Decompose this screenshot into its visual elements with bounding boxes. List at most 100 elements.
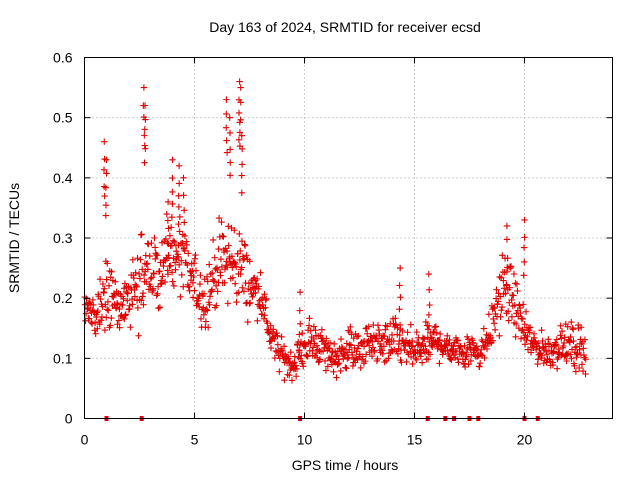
data-point <box>145 240 152 248</box>
data-point <box>508 313 516 321</box>
data-point <box>96 321 103 328</box>
data-point <box>376 330 383 338</box>
data-point <box>530 334 538 342</box>
data-point <box>495 290 502 297</box>
data-point <box>236 230 243 238</box>
data-point <box>239 284 246 291</box>
data-point <box>143 261 150 268</box>
data-point <box>141 126 148 133</box>
data-point <box>143 260 151 267</box>
data-point <box>237 116 244 123</box>
data-point <box>521 216 528 224</box>
data-point <box>237 84 244 91</box>
data-point <box>319 348 327 355</box>
data-point <box>151 244 159 251</box>
data-point <box>355 332 362 340</box>
data-point <box>88 320 96 327</box>
data-point <box>333 374 340 381</box>
data-point <box>326 339 334 347</box>
data-point <box>161 278 169 286</box>
data-point <box>142 116 149 123</box>
x-tick-label: 0 <box>81 432 89 448</box>
data-point <box>238 145 246 153</box>
data-point <box>102 212 110 219</box>
data-point <box>192 251 199 259</box>
data-point <box>534 356 542 363</box>
data-point <box>103 276 110 283</box>
data-point <box>135 332 142 339</box>
data-point <box>178 257 185 264</box>
data-point <box>177 293 184 301</box>
data-point <box>422 318 430 326</box>
data-point <box>178 271 185 279</box>
data-point <box>195 295 202 302</box>
data-point <box>535 339 542 347</box>
data-point <box>97 317 105 324</box>
data-point <box>519 326 526 333</box>
data-point <box>465 361 472 368</box>
data-point <box>228 253 236 260</box>
data-point <box>372 332 380 339</box>
data-point <box>491 326 499 334</box>
data-point <box>436 336 444 344</box>
data-point <box>140 301 147 308</box>
data-point <box>175 180 183 187</box>
data-point <box>184 261 191 269</box>
data-point <box>461 342 468 350</box>
data-point <box>512 320 520 328</box>
data-point <box>122 311 129 318</box>
data-point <box>226 172 234 179</box>
data-point <box>444 332 451 340</box>
data-point <box>154 252 161 259</box>
data-point <box>206 261 213 268</box>
data-point <box>503 281 510 288</box>
data-point <box>558 328 566 335</box>
data-point <box>369 338 376 346</box>
data-point <box>124 290 132 297</box>
data-point <box>279 347 286 354</box>
data-point <box>543 359 550 366</box>
data-point <box>540 359 547 367</box>
data-point <box>110 293 117 301</box>
data-point <box>392 315 399 322</box>
data-point <box>285 355 292 362</box>
data-point <box>364 330 371 337</box>
data-point <box>181 247 188 254</box>
data-point <box>246 299 254 307</box>
data-point <box>499 252 506 259</box>
data-point <box>141 102 149 109</box>
data-point <box>572 368 580 375</box>
data-point <box>226 129 234 137</box>
data-point <box>180 174 187 182</box>
data-point <box>358 356 366 363</box>
data-point <box>504 254 511 262</box>
data-point <box>304 353 311 360</box>
data-point <box>151 234 158 242</box>
data-point <box>296 331 303 338</box>
data-point <box>180 207 188 214</box>
data-point <box>381 358 388 366</box>
data-point <box>130 274 137 282</box>
data-point <box>238 264 245 271</box>
data-point <box>521 321 528 328</box>
data-point <box>527 349 535 356</box>
data-point <box>153 292 160 299</box>
data-point <box>403 358 410 366</box>
data-point <box>483 345 491 353</box>
data-point <box>464 336 472 343</box>
data-point <box>497 313 504 321</box>
data-point <box>97 295 104 303</box>
data-point <box>566 339 574 346</box>
data-point <box>93 313 100 321</box>
data-point <box>570 326 577 333</box>
data-point <box>102 201 110 209</box>
data-point <box>158 280 165 287</box>
data-point <box>558 335 565 342</box>
data-point <box>578 361 586 368</box>
data-point <box>519 301 527 308</box>
data-point <box>404 329 411 336</box>
data-point <box>553 336 560 343</box>
data-point <box>491 305 498 312</box>
data-point <box>247 279 255 287</box>
data-point <box>166 263 173 270</box>
